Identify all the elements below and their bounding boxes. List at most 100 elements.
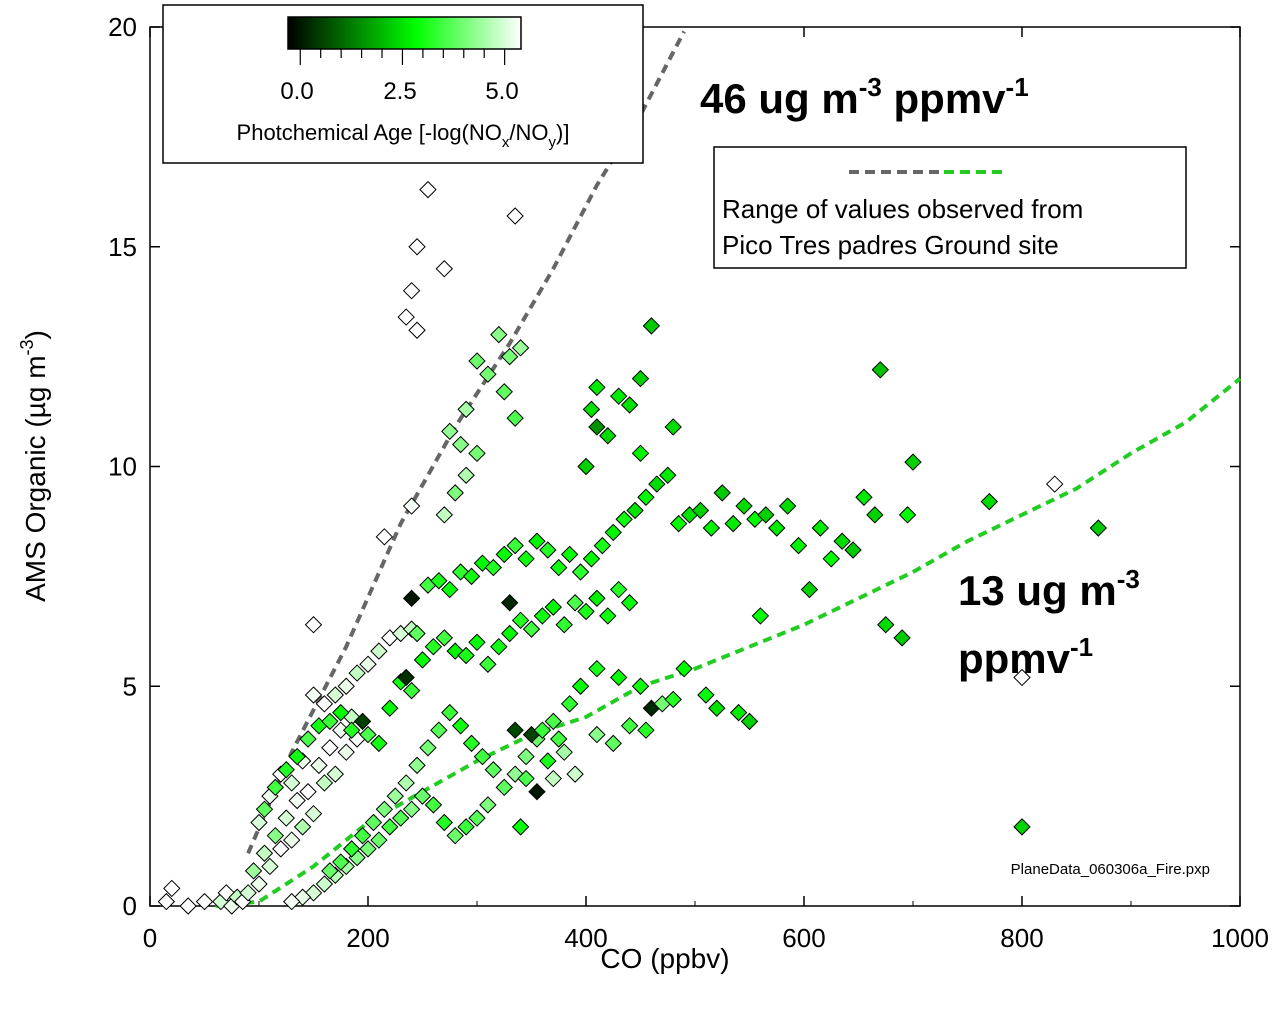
- data-point: [342, 721, 361, 739]
- data-point: [697, 686, 715, 704]
- data-point: [239, 884, 257, 902]
- data-point: [468, 352, 486, 370]
- data-point: [789, 536, 808, 555]
- y-tick-label: 20: [108, 12, 137, 42]
- data-point: [293, 818, 312, 836]
- data-point: [413, 651, 432, 669]
- upper-annot-sup1: -3: [859, 72, 882, 102]
- data-point: [304, 616, 323, 634]
- data-points: [157, 180, 1108, 915]
- data-point: [402, 497, 421, 515]
- data-point: [321, 862, 339, 880]
- data-point: [898, 506, 917, 524]
- data-point: [615, 510, 633, 528]
- data-point: [528, 783, 546, 801]
- data-point: [402, 681, 421, 700]
- data-point: [441, 580, 459, 599]
- x-axis-title: CO (ppbv): [600, 943, 729, 974]
- data-point: [980, 492, 999, 511]
- file-note: PlaneData_060306a_Fire.pxp: [1011, 861, 1210, 878]
- data-point: [664, 690, 682, 709]
- data-point: [811, 519, 830, 537]
- data-point: [321, 739, 339, 757]
- data-point: [424, 637, 443, 656]
- data-point: [582, 400, 601, 419]
- data-point: [637, 488, 655, 506]
- data-point: [277, 761, 295, 779]
- data-point: [250, 875, 268, 893]
- y-axis-title-base: AMS Organic (µg m: [20, 355, 51, 601]
- data-point: [304, 686, 323, 704]
- data-point: [609, 387, 628, 405]
- data-point: [326, 686, 345, 704]
- data-point: [588, 725, 606, 744]
- data-point: [266, 778, 285, 797]
- data-point: [566, 594, 584, 612]
- data-point: [631, 369, 650, 388]
- data-point: [359, 840, 377, 858]
- data-point: [620, 594, 639, 612]
- data-point: [871, 361, 890, 379]
- data-point: [675, 659, 693, 678]
- data-point: [299, 730, 317, 748]
- data-point: [664, 418, 682, 436]
- data-point: [604, 523, 622, 542]
- data-point: [484, 761, 503, 779]
- data-point: [560, 695, 579, 713]
- data-point: [304, 804, 323, 823]
- data-point: [620, 396, 639, 414]
- data-point: [462, 567, 481, 586]
- data-point: [468, 444, 486, 463]
- data-point: [370, 642, 388, 660]
- data-point: [348, 664, 366, 682]
- data-point: [577, 457, 595, 476]
- data-point: [326, 765, 345, 783]
- data-point: [729, 703, 748, 722]
- data-point: [533, 607, 552, 625]
- data-point: [1013, 818, 1031, 836]
- y-axis-title-end: ): [20, 330, 51, 339]
- data-point: [506, 207, 524, 225]
- data-point: [337, 677, 355, 695]
- x-tick-label: 200: [346, 923, 389, 953]
- data-point: [282, 774, 301, 792]
- data-point: [713, 484, 731, 502]
- data-point: [544, 598, 563, 616]
- legend-line-1: Range of values observed from: [722, 194, 1083, 224]
- data-point: [544, 769, 563, 788]
- data-point: [250, 813, 268, 832]
- data-point: [266, 826, 285, 845]
- x-tick-label: 400: [564, 923, 607, 953]
- data-point: [904, 453, 922, 471]
- data-point: [511, 339, 530, 357]
- data-point: [893, 629, 911, 647]
- data-point: [479, 365, 497, 383]
- data-point: [500, 347, 519, 366]
- data-point: [446, 484, 464, 502]
- data-point: [419, 180, 437, 199]
- data-point: [430, 721, 448, 739]
- data-point: [648, 475, 666, 493]
- y-axis-title-sup: -3: [17, 339, 37, 355]
- data-point: [402, 589, 421, 608]
- data-point: [522, 620, 541, 638]
- lower-slope-annotation-line2: ppmv-1: [958, 632, 1093, 682]
- data-point: [299, 783, 317, 801]
- data-point: [500, 594, 519, 612]
- data-point: [599, 607, 617, 625]
- upper-annot-mid: ppmv: [882, 75, 1006, 122]
- data-point: [609, 580, 628, 599]
- data-point: [342, 840, 361, 858]
- data-point: [778, 497, 797, 515]
- data-point: [408, 624, 426, 643]
- data-point: [511, 818, 530, 836]
- data-point: [757, 506, 775, 524]
- data-point: [435, 260, 454, 278]
- data-point: [282, 831, 301, 849]
- data-point: [593, 536, 612, 555]
- data-point: [506, 721, 524, 739]
- data-point: [451, 717, 470, 735]
- data-point: [288, 791, 306, 810]
- data-point: [604, 734, 622, 753]
- data-point: [659, 466, 677, 484]
